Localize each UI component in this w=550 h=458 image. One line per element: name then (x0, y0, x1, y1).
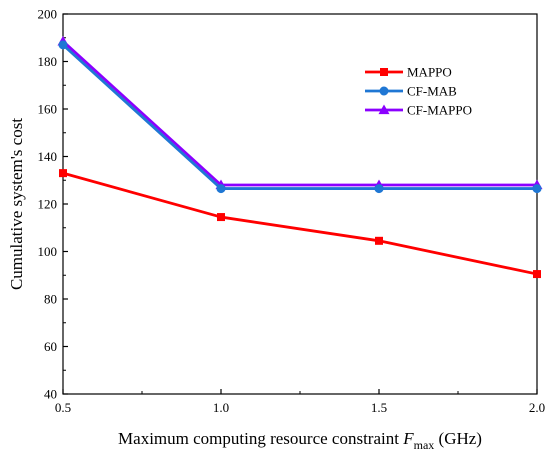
y-tick-label: 60 (44, 339, 57, 354)
legend-item-mappo: MAPPO (365, 65, 452, 80)
legend-label: MAPPO (407, 65, 452, 80)
y-tick-label: 180 (38, 54, 58, 69)
legend-marker (378, 104, 390, 115)
y-tick-label: 80 (44, 292, 57, 307)
y-tick-label: 160 (38, 102, 58, 117)
legend-marker (380, 68, 388, 76)
legend-label: CF-MAPPO (407, 103, 472, 118)
y-tick-label: 120 (38, 197, 58, 212)
data-point (217, 213, 225, 222)
legend-item-cf-mappo: CF-MAPPO (365, 103, 472, 118)
x-tick-label: 0.5 (55, 400, 71, 415)
series-line (62, 171, 538, 276)
data-point (58, 40, 68, 50)
x-axis-label-symbol: F (402, 429, 414, 448)
legend-marker (379, 86, 389, 96)
x-axis-label-suffix: (GHz) (434, 429, 482, 448)
legend: MAPPO CF-MAB CF-MAPPO (365, 65, 472, 118)
data-point (59, 169, 67, 178)
y-tick-label: 100 (38, 244, 58, 259)
data-point (216, 184, 226, 194)
x-tick-label: 1.5 (371, 400, 387, 415)
series-line (62, 40, 537, 187)
legend-label: CF-MAB (407, 84, 457, 99)
legend-item-cf-mab: CF-MAB (365, 84, 457, 99)
y-tick-label: 40 (44, 387, 57, 402)
y-axis-label: Cumulative system's cost (7, 118, 26, 290)
y-tick-label: 140 (38, 149, 58, 164)
data-point (532, 184, 542, 194)
x-axis-label: Maximum computing resource constraint Fm… (118, 429, 482, 452)
series-layer (57, 35, 543, 279)
axes: 0.5 1.0 1.5 2.0 40 60 80 100 120 140 160 180 200 (38, 7, 546, 416)
x-tick-label: 2.0 (529, 400, 545, 415)
x-axis-label-prefix: Maximum computing resource constraint (118, 429, 403, 448)
series-line (62, 43, 537, 190)
data-point (374, 184, 384, 194)
series-mappo (59, 169, 541, 279)
data-point (375, 236, 383, 245)
series-cf-mab (58, 40, 542, 194)
y-tick-label: 200 (38, 7, 58, 22)
plot-frame (62, 13, 538, 395)
x-axis-label-subscript: max (414, 438, 435, 452)
x-tick-label: 1.0 (213, 400, 229, 415)
data-point (533, 270, 541, 279)
